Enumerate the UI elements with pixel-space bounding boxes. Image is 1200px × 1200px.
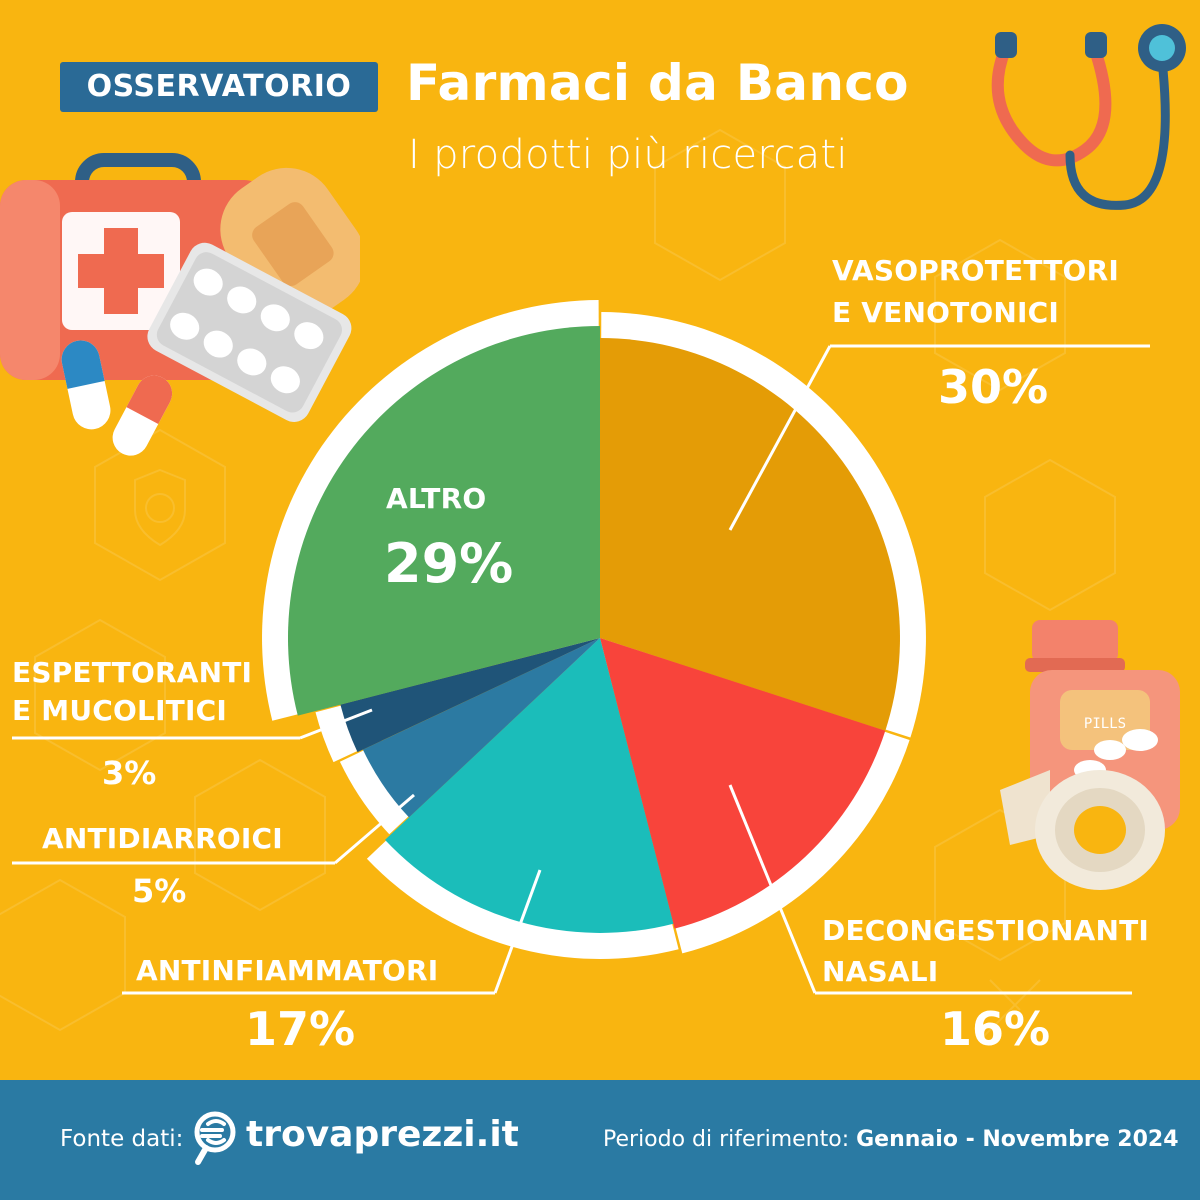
pie-slice-vasoprotettori	[600, 338, 900, 731]
stethoscope-icon	[991, 24, 1186, 210]
value-antidiarroici: 5%	[132, 872, 187, 910]
source-label: Fonte dati:	[60, 1126, 184, 1152]
label-espettoranti-line1: ESPETTORANTI	[12, 656, 253, 689]
label-altro: ALTRO	[386, 482, 487, 515]
label-vasoprotettori-line2: E VENOTONICI	[832, 296, 1060, 329]
label-antinfiammatori: ANTINFIAMMATORI	[136, 954, 439, 987]
leader-line-decongestionanti	[728, 784, 817, 994]
pills-label: PILLS	[1084, 716, 1126, 732]
first-aid-kit-icon	[0, 153, 360, 456]
pie-slice-altro	[287, 326, 600, 716]
pie-slice-antinfiammatori	[385, 638, 674, 933]
osservatorio-badge: OSSERVATORIO	[60, 62, 378, 112]
trovaprezzi-logo-icon	[194, 1111, 236, 1165]
footer-bar: Fonte dati: trovaprezzi.it Periodo di ri…	[0, 1080, 1200, 1200]
label-antidiarroici: ANTIDIARROICI	[42, 822, 283, 855]
leader-line-vasoprotettori	[728, 345, 832, 531]
brand-name: trovaprezzi.it	[246, 1114, 519, 1155]
value-altro: 29%	[384, 532, 514, 595]
leader-line-antidiarroici	[334, 793, 415, 865]
leader-line-espettoranti	[299, 708, 373, 740]
value-decongestionanti: 16%	[940, 1002, 1051, 1056]
leader-line-antinfiammatori	[493, 869, 542, 994]
pie-chart	[12, 300, 1150, 995]
pie-slice-antidiarroici	[362, 638, 600, 818]
label-espettoranti-line2: E MUCOLITICI	[12, 694, 227, 727]
label-vasoprotettori-line1: VASOPROTETTORI	[832, 254, 1119, 287]
label-decongestionanti-line2: NASALI	[822, 955, 939, 988]
period-label: Periodo di riferimento:	[603, 1127, 850, 1152]
value-antinfiammatori: 17%	[245, 1002, 356, 1056]
page-subtitle: I prodotti più ricercati	[408, 132, 848, 178]
page-title: Farmaci da Banco	[406, 54, 909, 112]
pie-slice-espettoranti	[340, 638, 600, 753]
value-espettoranti: 3%	[102, 754, 157, 792]
pill-bottle-icon: PILLS	[1000, 620, 1180, 890]
label-decongestionanti-line1: DECONGESTIONANTI	[822, 914, 1150, 947]
period-info: Periodo di riferimento: Gennaio - Novemb…	[603, 1127, 1179, 1152]
pie-slice-decongestionanti	[600, 638, 886, 929]
period-value: Gennaio - Novembre 2024	[856, 1127, 1179, 1152]
value-vasoprotettori: 30%	[938, 360, 1049, 414]
